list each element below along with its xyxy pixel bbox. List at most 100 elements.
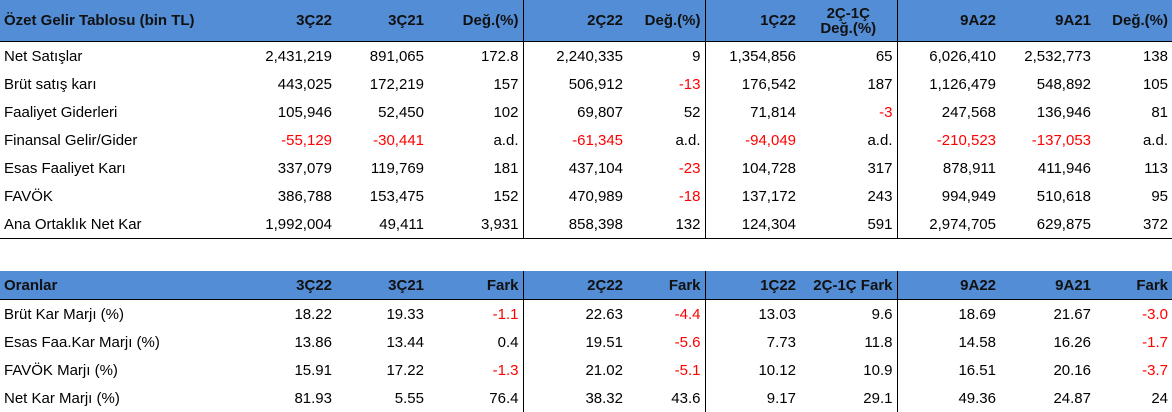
column-header: 2Ç22 <box>523 271 627 300</box>
table-cell: 2,974,705 <box>897 210 1000 239</box>
table-cell: -3.7 <box>1142 361 1168 379</box>
row-label: Net Kar Marjı (%) <box>4 389 120 407</box>
row-label: Brüt Kar Marjı (%) <box>4 305 125 323</box>
table-cell: 19.51 <box>585 333 623 351</box>
table-row: Esas Faa.Kar Marjı (%) 13.86 13.44 0.4 19.51… <box>0 328 1172 356</box>
row-label: Esas Faa.Kar Marjı (%) <box>4 333 160 351</box>
column-header: 9A21 <box>1000 271 1095 300</box>
table-cell: -4.4 <box>627 299 706 328</box>
table-cell: 38.32 <box>585 389 623 407</box>
table-cell: 65 <box>800 41 898 70</box>
table-cell: 2,532,773 <box>1024 47 1091 65</box>
ratios-table: Oranlar 3Ç22 3Ç21 Fark 2Ç22 Fark 1Ç22 2Ç-1Ç Far… <box>0 271 1172 412</box>
table-cell: -5.6 <box>627 328 706 356</box>
table-cell: 181 <box>428 154 524 182</box>
table-cell: 132 <box>627 210 706 239</box>
table-cell: -94,049 <box>745 131 796 149</box>
table-cell: 76.4 <box>428 384 524 412</box>
table-cell: 52,450 <box>378 103 424 121</box>
table-cell: 138 <box>1142 47 1168 65</box>
table-cell: 172.8 <box>428 41 524 70</box>
table-cell: 1,126,479 <box>929 75 996 93</box>
table-row: FAVÖK 386,788 153,475 152 470,989 -18 137,172 2… <box>0 182 1172 210</box>
table-cell: -1.7 <box>1142 333 1168 351</box>
table-cell: -137,053 <box>1031 131 1091 149</box>
table-cell: 49,411 <box>336 210 428 239</box>
table-cell: 104,728 <box>741 159 796 177</box>
table-cell: 7.73 <box>766 333 796 351</box>
column-header: 9A22 <box>897 271 1000 300</box>
table-cell: 9.17 <box>766 389 796 407</box>
column-header: 3Ç21 <box>336 271 428 300</box>
column-header: 3Ç22 <box>205 271 336 300</box>
table-cell: 6,026,410 <box>929 47 996 65</box>
table-cell: 17.22 <box>386 361 424 379</box>
table-cell: -3.0 <box>1142 305 1168 323</box>
table-cell: 2,431,219 <box>265 47 332 65</box>
table-cell: -1.3 <box>428 356 524 384</box>
column-header: 3Ç21 <box>336 0 428 42</box>
table-cell: 69,807 <box>577 103 623 121</box>
column-header: Değ.(%) <box>428 0 524 42</box>
column-header: 2Ç-1Ç Fark <box>800 271 898 300</box>
table-cell: 157 <box>428 70 524 98</box>
income-statement-table: Özet Gelir Tablosu (bin TL) 3Ç22 3Ç21 Değ.(… <box>0 0 1172 239</box>
table-cell: 18.22 <box>294 305 332 323</box>
table-cell: 5.55 <box>394 389 424 407</box>
column-header: Fark <box>1095 271 1172 300</box>
table-cell: -23 <box>627 154 706 182</box>
table-cell: 443,025 <box>277 75 332 93</box>
column-header: 1Ç22 <box>705 0 800 42</box>
table-cell: 105 <box>1142 75 1168 93</box>
table-cell: 102 <box>428 98 524 126</box>
table-cell: 105,946 <box>277 103 332 121</box>
column-header: 3Ç22 <box>205 0 336 42</box>
column-header: 2Ç22 <box>523 0 627 42</box>
column-header: Değ.(%) <box>1095 0 1172 42</box>
table-cell: -5.1 <box>627 356 706 384</box>
table-cell: 9 <box>627 41 706 70</box>
table-cell: 506,912 <box>568 75 623 93</box>
table-cell: 14.58 <box>958 333 996 351</box>
column-header: 2Ç-1Ç Değ.(%) <box>800 0 898 42</box>
column-header: 9A21 <box>1000 0 1095 42</box>
table-cell: 858,398 <box>523 210 627 239</box>
table-row: FAVÖK Marjı (%) 15.91 17.22 -1.3 21.02 -5.1 10… <box>0 356 1172 384</box>
table-row: Net Satışlar 2,431,219 891,065 172.8 2,240,3… <box>0 41 1172 70</box>
table-row: Ana Ortaklık Net Kar 1,992,004 49,411 3,931… <box>0 210 1172 239</box>
table-cell: -30,441 <box>373 131 424 149</box>
table-cell: 49.36 <box>958 389 996 407</box>
column-header: 1Ç22 <box>705 271 800 300</box>
table-cell: a.d. <box>428 126 524 154</box>
table-cell: -55,129 <box>281 131 332 149</box>
table-cell: 29.1 <box>800 384 898 412</box>
table-cell: 172,219 <box>369 75 424 93</box>
table-cell: 1,992,004 <box>205 210 336 239</box>
table-cell: 437,104 <box>568 159 623 177</box>
table-row: Faaliyet Giderleri 105,946 52,450 102 69,807… <box>0 98 1172 126</box>
table-cell: 0.4 <box>428 328 524 356</box>
table-cell: 243 <box>800 182 898 210</box>
table-cell: 386,788 <box>277 187 332 205</box>
table-cell: 24 <box>1151 389 1168 407</box>
table-cell: -210,523 <box>936 131 996 149</box>
table-cell: 591 <box>800 210 898 239</box>
table-cell: 629,875 <box>1000 210 1095 239</box>
table-cell: 994,949 <box>941 187 996 205</box>
table-cell: -3 <box>800 98 898 126</box>
table-cell: a.d. <box>627 126 706 154</box>
table-cell: -61,345 <box>572 131 623 149</box>
table-cell: 317 <box>800 154 898 182</box>
row-label: Faaliyet Giderleri <box>4 103 118 121</box>
row-label: Ana Ortaklık Net Kar <box>0 210 205 239</box>
table-cell: 411,946 <box>1037 159 1091 177</box>
table-cell: 187 <box>800 70 898 98</box>
table-cell: 13.86 <box>294 333 332 351</box>
table-cell: 15.91 <box>294 361 332 379</box>
table-cell: 372 <box>1095 210 1172 239</box>
table-cell: 19.33 <box>386 305 424 323</box>
table-cell: 124,304 <box>705 210 800 239</box>
table-cell: 153,475 <box>369 187 424 205</box>
table-cell: 891,065 <box>369 47 424 65</box>
table-cell: 470,989 <box>568 187 623 205</box>
